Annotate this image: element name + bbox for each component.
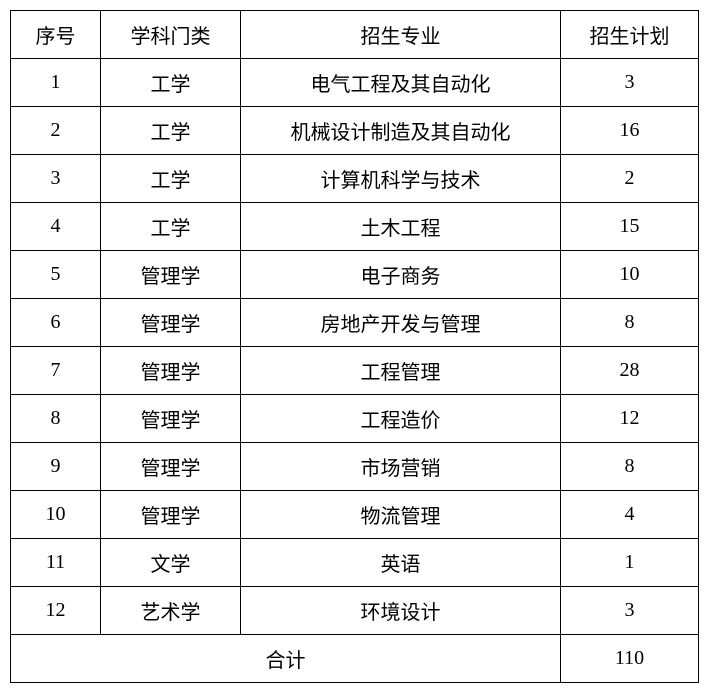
table-row: 12艺术学环境设计3 (11, 587, 699, 635)
table-body: 1工学电气工程及其自动化32工学机械设计制造及其自动化163工学计算机科学与技术… (11, 59, 699, 635)
cell-major: 环境设计 (241, 587, 561, 635)
cell-index: 9 (11, 443, 101, 491)
cell-plan: 8 (561, 299, 699, 347)
cell-category: 工学 (101, 107, 241, 155)
cell-major: 英语 (241, 539, 561, 587)
cell-index: 12 (11, 587, 101, 635)
cell-plan: 10 (561, 251, 699, 299)
header-category: 学科门类 (101, 11, 241, 59)
cell-plan: 12 (561, 395, 699, 443)
cell-index: 7 (11, 347, 101, 395)
cell-category: 管理学 (101, 299, 241, 347)
table-row: 4工学土木工程15 (11, 203, 699, 251)
cell-category: 工学 (101, 59, 241, 107)
cell-category: 管理学 (101, 251, 241, 299)
cell-plan: 2 (561, 155, 699, 203)
table-row: 11文学英语1 (11, 539, 699, 587)
cell-category: 管理学 (101, 395, 241, 443)
table-row: 2工学机械设计制造及其自动化16 (11, 107, 699, 155)
cell-major: 工程管理 (241, 347, 561, 395)
cell-plan: 28 (561, 347, 699, 395)
cell-plan: 3 (561, 59, 699, 107)
table-header-row: 序号 学科门类 招生专业 招生计划 (11, 11, 699, 59)
cell-category: 管理学 (101, 443, 241, 491)
cell-major: 房地产开发与管理 (241, 299, 561, 347)
cell-index: 8 (11, 395, 101, 443)
cell-index: 10 (11, 491, 101, 539)
cell-major: 电子商务 (241, 251, 561, 299)
cell-plan: 15 (561, 203, 699, 251)
cell-category: 管理学 (101, 491, 241, 539)
cell-category: 艺术学 (101, 587, 241, 635)
table-row: 10管理学物流管理4 (11, 491, 699, 539)
cell-index: 2 (11, 107, 101, 155)
cell-plan: 8 (561, 443, 699, 491)
table-total-row: 合计 110 (11, 635, 699, 683)
cell-major: 机械设计制造及其自动化 (241, 107, 561, 155)
table-row: 5管理学电子商务10 (11, 251, 699, 299)
cell-major: 计算机科学与技术 (241, 155, 561, 203)
cell-plan: 4 (561, 491, 699, 539)
enrollment-table: 序号 学科门类 招生专业 招生计划 1工学电气工程及其自动化32工学机械设计制造… (10, 10, 699, 683)
table-row: 9管理学市场营销8 (11, 443, 699, 491)
header-major: 招生专业 (241, 11, 561, 59)
table-row: 3工学计算机科学与技术2 (11, 155, 699, 203)
table-row: 1工学电气工程及其自动化3 (11, 59, 699, 107)
cell-index: 4 (11, 203, 101, 251)
cell-plan: 16 (561, 107, 699, 155)
cell-index: 6 (11, 299, 101, 347)
total-label: 合计 (11, 635, 561, 683)
cell-category: 文学 (101, 539, 241, 587)
cell-plan: 3 (561, 587, 699, 635)
cell-category: 工学 (101, 155, 241, 203)
cell-major: 工程造价 (241, 395, 561, 443)
header-plan: 招生计划 (561, 11, 699, 59)
cell-major: 土木工程 (241, 203, 561, 251)
cell-major: 市场营销 (241, 443, 561, 491)
cell-index: 3 (11, 155, 101, 203)
cell-index: 5 (11, 251, 101, 299)
cell-category: 工学 (101, 203, 241, 251)
table-row: 6管理学房地产开发与管理8 (11, 299, 699, 347)
cell-index: 1 (11, 59, 101, 107)
cell-plan: 1 (561, 539, 699, 587)
header-index: 序号 (11, 11, 101, 59)
cell-category: 管理学 (101, 347, 241, 395)
cell-major: 物流管理 (241, 491, 561, 539)
cell-major: 电气工程及其自动化 (241, 59, 561, 107)
cell-index: 11 (11, 539, 101, 587)
total-value: 110 (561, 635, 699, 683)
table-row: 7管理学工程管理28 (11, 347, 699, 395)
table-row: 8管理学工程造价12 (11, 395, 699, 443)
